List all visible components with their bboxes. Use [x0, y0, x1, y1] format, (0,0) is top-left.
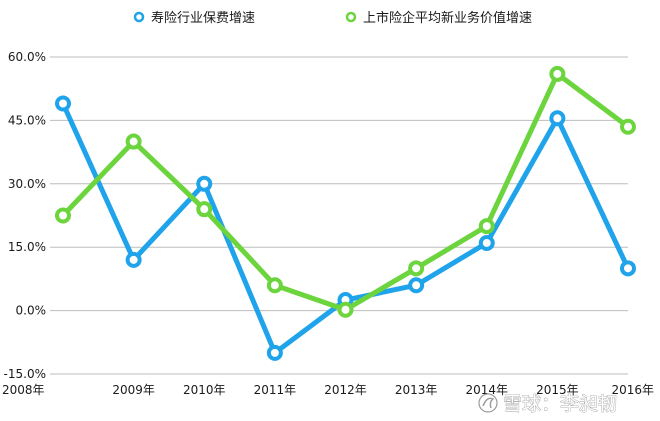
data-point	[125, 133, 142, 150]
data-point	[620, 260, 636, 277]
data-point	[478, 234, 495, 251]
data-point	[337, 301, 354, 318]
legend-marker	[345, 11, 357, 23]
x-tick-label: 2010年	[183, 383, 226, 397]
data-point	[620, 118, 636, 135]
x-axis-ticks: 2008年 2009年 2010年 2011年 2012年 2013年 2014年 2015年…	[2, 383, 654, 397]
legend-label: 寿险行业保费增速	[151, 11, 255, 26]
watermark: 雪球：李昶韧	[478, 393, 617, 415]
data-point	[266, 344, 283, 361]
y-tick-label: 15.0%	[8, 240, 46, 254]
data-point	[549, 65, 566, 82]
x-tick-label: 2016年	[611, 383, 654, 397]
data-point	[125, 251, 142, 268]
data-point	[55, 95, 71, 112]
data-point	[408, 277, 425, 294]
data-point	[196, 175, 213, 192]
x-tick-label: 2014年	[465, 383, 508, 397]
y-tick-label: 30.0%	[8, 177, 46, 191]
series-2	[55, 65, 636, 318]
data-point	[478, 218, 495, 235]
series-lines	[55, 65, 636, 361]
x-tick-label: 2008年	[2, 383, 45, 397]
series-line	[60, 71, 631, 313]
data-point	[196, 201, 213, 218]
data-point	[55, 207, 71, 224]
y-tick-label: 0.0%	[16, 304, 47, 318]
data-point	[408, 260, 425, 277]
x-tick-label: 2015年	[536, 383, 579, 397]
legend-marker	[133, 11, 145, 23]
x-tick-label: 2011年	[254, 383, 297, 397]
x-tick-label: 2009年	[112, 383, 155, 397]
legend-label: 上市险企平均新业务价值增速	[363, 10, 532, 26]
snowball-logo	[478, 393, 498, 413]
y-axis-ticks: -15.0% 0.0% 15.0% 30.0% 45.0% 60.0%	[4, 50, 46, 381]
y-tick-label: 60.0%	[8, 50, 46, 64]
x-tick-label: 2012年	[324, 383, 367, 397]
legend: 寿险行业保费增速 上市险企平均新业务价值增速	[133, 10, 532, 26]
y-tick-label: -15.0%	[4, 367, 46, 381]
data-point	[549, 110, 566, 127]
series-1	[55, 95, 636, 361]
watermark-text: 雪球：李昶韧	[503, 393, 617, 415]
y-tick-label: 45.0%	[8, 113, 46, 127]
x-tick-label: 2013年	[395, 383, 438, 397]
data-point	[266, 277, 283, 294]
